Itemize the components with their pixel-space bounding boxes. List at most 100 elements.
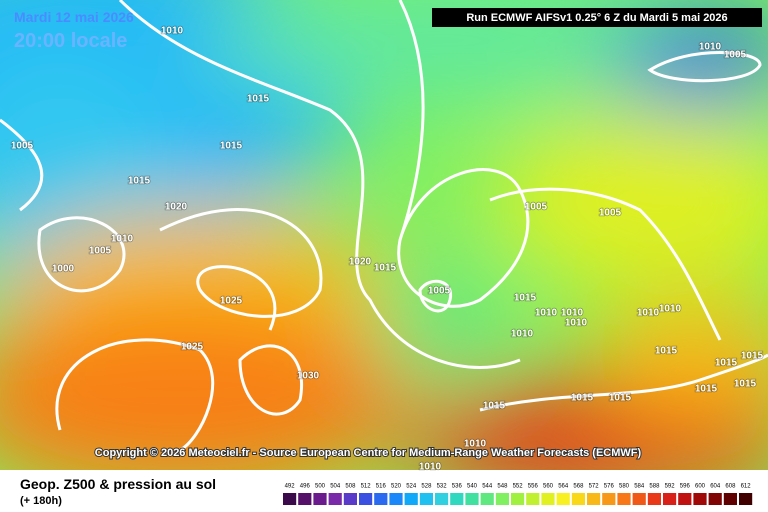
isobar-label: 1030	[297, 371, 320, 382]
scale-label: 508	[345, 484, 356, 490]
scale-swatch	[526, 493, 540, 505]
isobar-label: 1015	[374, 263, 397, 274]
scale-label: 548	[497, 484, 508, 490]
scale-swatch	[708, 493, 722, 505]
scale-swatch	[343, 493, 357, 505]
footer-lead: (+ 180h)	[20, 495, 62, 507]
isobar-label: 1015	[741, 351, 764, 362]
isobar-label: 1015	[734, 379, 757, 390]
isobar-label: 1020	[165, 202, 188, 213]
scale-label: 596	[680, 484, 691, 490]
isobar-label: 1010	[464, 439, 487, 450]
scale-label: 556	[528, 484, 539, 490]
copyright: Copyright © 2026 Meteociel.fr - Source E…	[95, 447, 642, 459]
scale-swatch	[389, 493, 403, 505]
scale-swatch	[511, 493, 525, 505]
isobar-label: 1015	[483, 401, 506, 412]
scale-label: 532	[437, 484, 448, 490]
isobar-label: 1005	[428, 286, 451, 297]
scale-label: 604	[710, 484, 721, 490]
isobar-label: 1025	[181, 342, 204, 353]
scale-swatch	[495, 493, 509, 505]
scale-swatch	[404, 493, 418, 505]
isobar-label: 1005	[525, 202, 548, 213]
isobar-label: 1015	[514, 293, 537, 304]
scale-swatch	[571, 493, 585, 505]
isobar-label: 1015	[609, 393, 632, 404]
forecast-date: Mardi 12 mai 2026	[14, 9, 134, 25]
scale-label: 520	[391, 484, 402, 490]
scale-swatch	[632, 493, 646, 505]
scale-label: 496	[300, 484, 311, 490]
isobar-label: 1010	[699, 42, 722, 53]
scale-swatch	[739, 493, 753, 505]
scale-label: 564	[558, 484, 569, 490]
scale-swatch	[419, 493, 433, 505]
scale-label: 492	[285, 484, 296, 490]
scale-label: 612	[741, 484, 752, 490]
scale-swatch	[678, 493, 692, 505]
scale-label: 500	[315, 484, 326, 490]
run-box	[432, 8, 762, 27]
scale-swatch	[602, 493, 616, 505]
scale-swatch	[587, 493, 601, 505]
isobar-label: 1015	[571, 393, 594, 404]
scale-label: 576	[604, 484, 615, 490]
isobar-label: 1015	[247, 94, 270, 105]
scale-swatch	[647, 493, 661, 505]
scale-swatch	[617, 493, 631, 505]
isobar-label: 1000	[52, 264, 75, 275]
scale-label: 528	[421, 484, 432, 490]
forecast-time: 20:00 locale	[14, 30, 127, 52]
scale-swatch	[480, 493, 494, 505]
scale-label: 600	[695, 484, 706, 490]
isobar-label: 1015	[128, 176, 151, 187]
scale-swatch	[556, 493, 570, 505]
scale-label: 584	[634, 484, 645, 490]
isobar-label: 1010	[637, 308, 660, 319]
isobar-label: 1005	[599, 208, 622, 219]
scale-label: 552	[513, 484, 524, 490]
color-scale: 492 496 500 504 508 512 516 520 524 528 532 536 540 5…	[283, 484, 753, 505]
isobar-label: 1010	[111, 234, 134, 245]
footer-title: Geop. Z500 & pression au sol	[20, 476, 216, 492]
scale-swatch	[283, 493, 297, 505]
scale-label: 568	[573, 484, 584, 490]
scale-swatch	[450, 493, 464, 505]
scale-label: 572	[589, 484, 600, 490]
scale-label: 516	[376, 484, 387, 490]
isobar-label: 1015	[715, 358, 738, 369]
isobar-label: 1015	[655, 346, 678, 357]
scale-label: 560	[543, 484, 554, 490]
isobar-label: 1005	[11, 141, 34, 152]
scale-label: 504	[330, 484, 341, 490]
scale-swatch	[374, 493, 388, 505]
isobar-label: 1010	[561, 308, 584, 319]
isobar-label: 1010	[161, 26, 184, 37]
scale-swatch	[298, 493, 312, 505]
scale-swatch	[313, 493, 327, 505]
scale-swatch	[465, 493, 479, 505]
isobar-label: 1015	[695, 384, 718, 395]
scale-swatch	[663, 493, 677, 505]
isobar-label: 1010	[535, 308, 558, 319]
isobar-label: 1020	[349, 257, 372, 268]
field	[0, 0, 768, 470]
isobar-label: 1010	[659, 304, 682, 315]
scale-label: 580	[619, 484, 630, 490]
scale-label: 592	[665, 484, 676, 490]
isobar-label: 1010	[511, 329, 534, 340]
scale-swatch	[693, 493, 707, 505]
scale-label: 608	[725, 484, 736, 490]
scale-swatch	[723, 493, 737, 505]
scale-label: 524	[406, 484, 417, 490]
scale-label: 588	[649, 484, 660, 490]
isobar-label: 1005	[89, 246, 112, 257]
run-info: Run ECMWF AIFSv1 0.25° 6 Z du Mardi 5 ma…	[466, 12, 727, 24]
isobar-label: 1015	[220, 141, 243, 152]
isobar-label: 1010	[419, 462, 442, 473]
isobar-label: 1005	[724, 50, 747, 61]
scale-swatch	[328, 493, 342, 505]
